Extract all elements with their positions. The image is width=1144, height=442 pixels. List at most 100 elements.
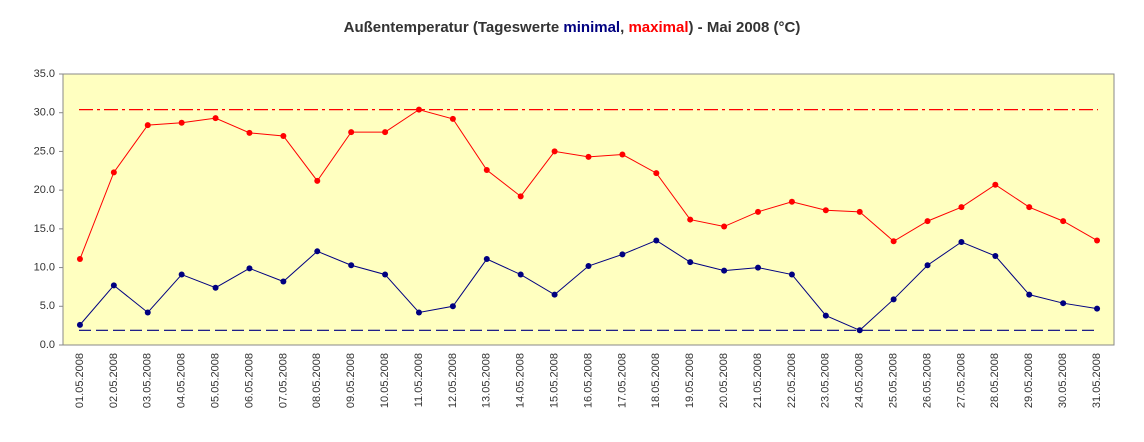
x-tick-label: 28.05.2008 (989, 353, 1001, 408)
title-part: maximal (628, 19, 688, 36)
data-point (212, 115, 219, 122)
data-point (924, 262, 931, 269)
data-point (449, 115, 456, 122)
y-tick-label: 25.0 (34, 145, 55, 157)
chart-title: Außentemperatur (Tageswerte minimal, max… (344, 19, 801, 36)
data-point (890, 238, 897, 245)
data-point (483, 256, 490, 263)
data-point (755, 208, 762, 215)
x-tick-label: 23.05.2008 (820, 353, 832, 408)
data-point (619, 251, 626, 258)
x-tick-label: 08.05.2008 (311, 353, 323, 408)
data-point (653, 170, 660, 177)
title-part: , (620, 19, 628, 36)
data-point (1094, 237, 1101, 244)
x-tick-label: 02.05.2008 (108, 353, 120, 408)
data-point (178, 119, 185, 126)
data-point (415, 309, 422, 316)
data-point (246, 129, 253, 136)
data-point (890, 296, 897, 303)
data-point (992, 181, 999, 188)
x-tick-label: 19.05.2008 (684, 353, 696, 408)
data-point (992, 252, 999, 259)
title-part: Außentemperatur (Tageswerte (344, 19, 564, 36)
data-point (76, 256, 83, 263)
data-point (1060, 300, 1067, 307)
title-part: minimal (563, 19, 620, 36)
data-point (687, 259, 694, 266)
y-tick-label: 10.0 (34, 261, 55, 273)
data-point (721, 267, 728, 274)
data-point (958, 239, 965, 246)
x-tick-label: 09.05.2008 (345, 353, 357, 408)
x-tick-label: 16.05.2008 (582, 353, 594, 408)
data-point (1026, 291, 1033, 298)
x-tick-label: 21.05.2008 (752, 353, 764, 408)
data-point (449, 303, 456, 310)
data-point (924, 218, 931, 225)
data-point (144, 309, 151, 316)
title-part: ) - Mai 2008 (°C) (689, 19, 801, 36)
x-tick-label: 30.05.2008 (1057, 353, 1069, 408)
data-point (314, 177, 321, 184)
x-tick-label: 24.05.2008 (854, 353, 866, 408)
data-point (619, 151, 626, 158)
x-tick-label: 20.05.2008 (718, 353, 730, 408)
x-tick-label: 10.05.2008 (379, 353, 391, 408)
x-tick-label: 25.05.2008 (888, 353, 900, 408)
x-tick-label: 01.05.2008 (74, 353, 86, 408)
data-point (822, 207, 829, 214)
y-tick-label: 5.0 (40, 300, 55, 312)
data-point (110, 282, 117, 289)
data-point (280, 132, 287, 139)
data-point (178, 271, 185, 278)
y-tick-label: 15.0 (34, 223, 55, 235)
data-point (212, 284, 219, 291)
x-tick-label: 15.05.2008 (549, 353, 561, 408)
x-tick-label: 05.05.2008 (209, 353, 221, 408)
data-point (314, 248, 321, 255)
data-point (585, 153, 592, 160)
data-point (144, 122, 151, 129)
y-tick-label: 0.0 (40, 339, 55, 351)
y-tick-label: 30.0 (34, 107, 55, 119)
data-point (958, 204, 965, 211)
data-point (1026, 204, 1033, 211)
y-tick-label: 35.0 (34, 68, 55, 80)
data-point (348, 262, 355, 269)
x-tick-label: 06.05.2008 (243, 353, 255, 408)
x-tick-label: 22.05.2008 (786, 353, 798, 408)
data-point (687, 216, 694, 223)
plot-area (62, 73, 1115, 346)
data-point (653, 237, 660, 244)
data-point (551, 148, 558, 155)
x-tick-label: 12.05.2008 (447, 353, 459, 408)
x-tick-label: 27.05.2008 (955, 353, 967, 408)
x-tick-label: 26.05.2008 (921, 353, 933, 408)
x-tick-label: 14.05.2008 (515, 353, 527, 408)
data-point (788, 271, 795, 278)
x-tick-label: 29.05.2008 (1023, 353, 1035, 408)
data-point (382, 129, 389, 136)
data-point (483, 167, 490, 174)
data-point (348, 129, 355, 136)
x-tick-label: 31.05.2008 (1091, 353, 1103, 408)
data-point (517, 271, 524, 278)
data-point (856, 327, 863, 334)
x-tick-label: 07.05.2008 (277, 353, 289, 408)
data-point (1060, 218, 1067, 225)
data-point (1094, 305, 1101, 312)
data-point (517, 193, 524, 200)
data-point (551, 291, 558, 298)
data-point (280, 278, 287, 285)
x-tick-label: 13.05.2008 (481, 353, 493, 408)
data-point (382, 271, 389, 278)
x-tick-label: 04.05.2008 (176, 353, 188, 408)
data-point (76, 321, 83, 328)
data-point (110, 169, 117, 176)
data-point (415, 106, 422, 113)
data-point (822, 312, 829, 319)
data-point (856, 208, 863, 215)
y-tick-label: 20.0 (34, 184, 55, 196)
